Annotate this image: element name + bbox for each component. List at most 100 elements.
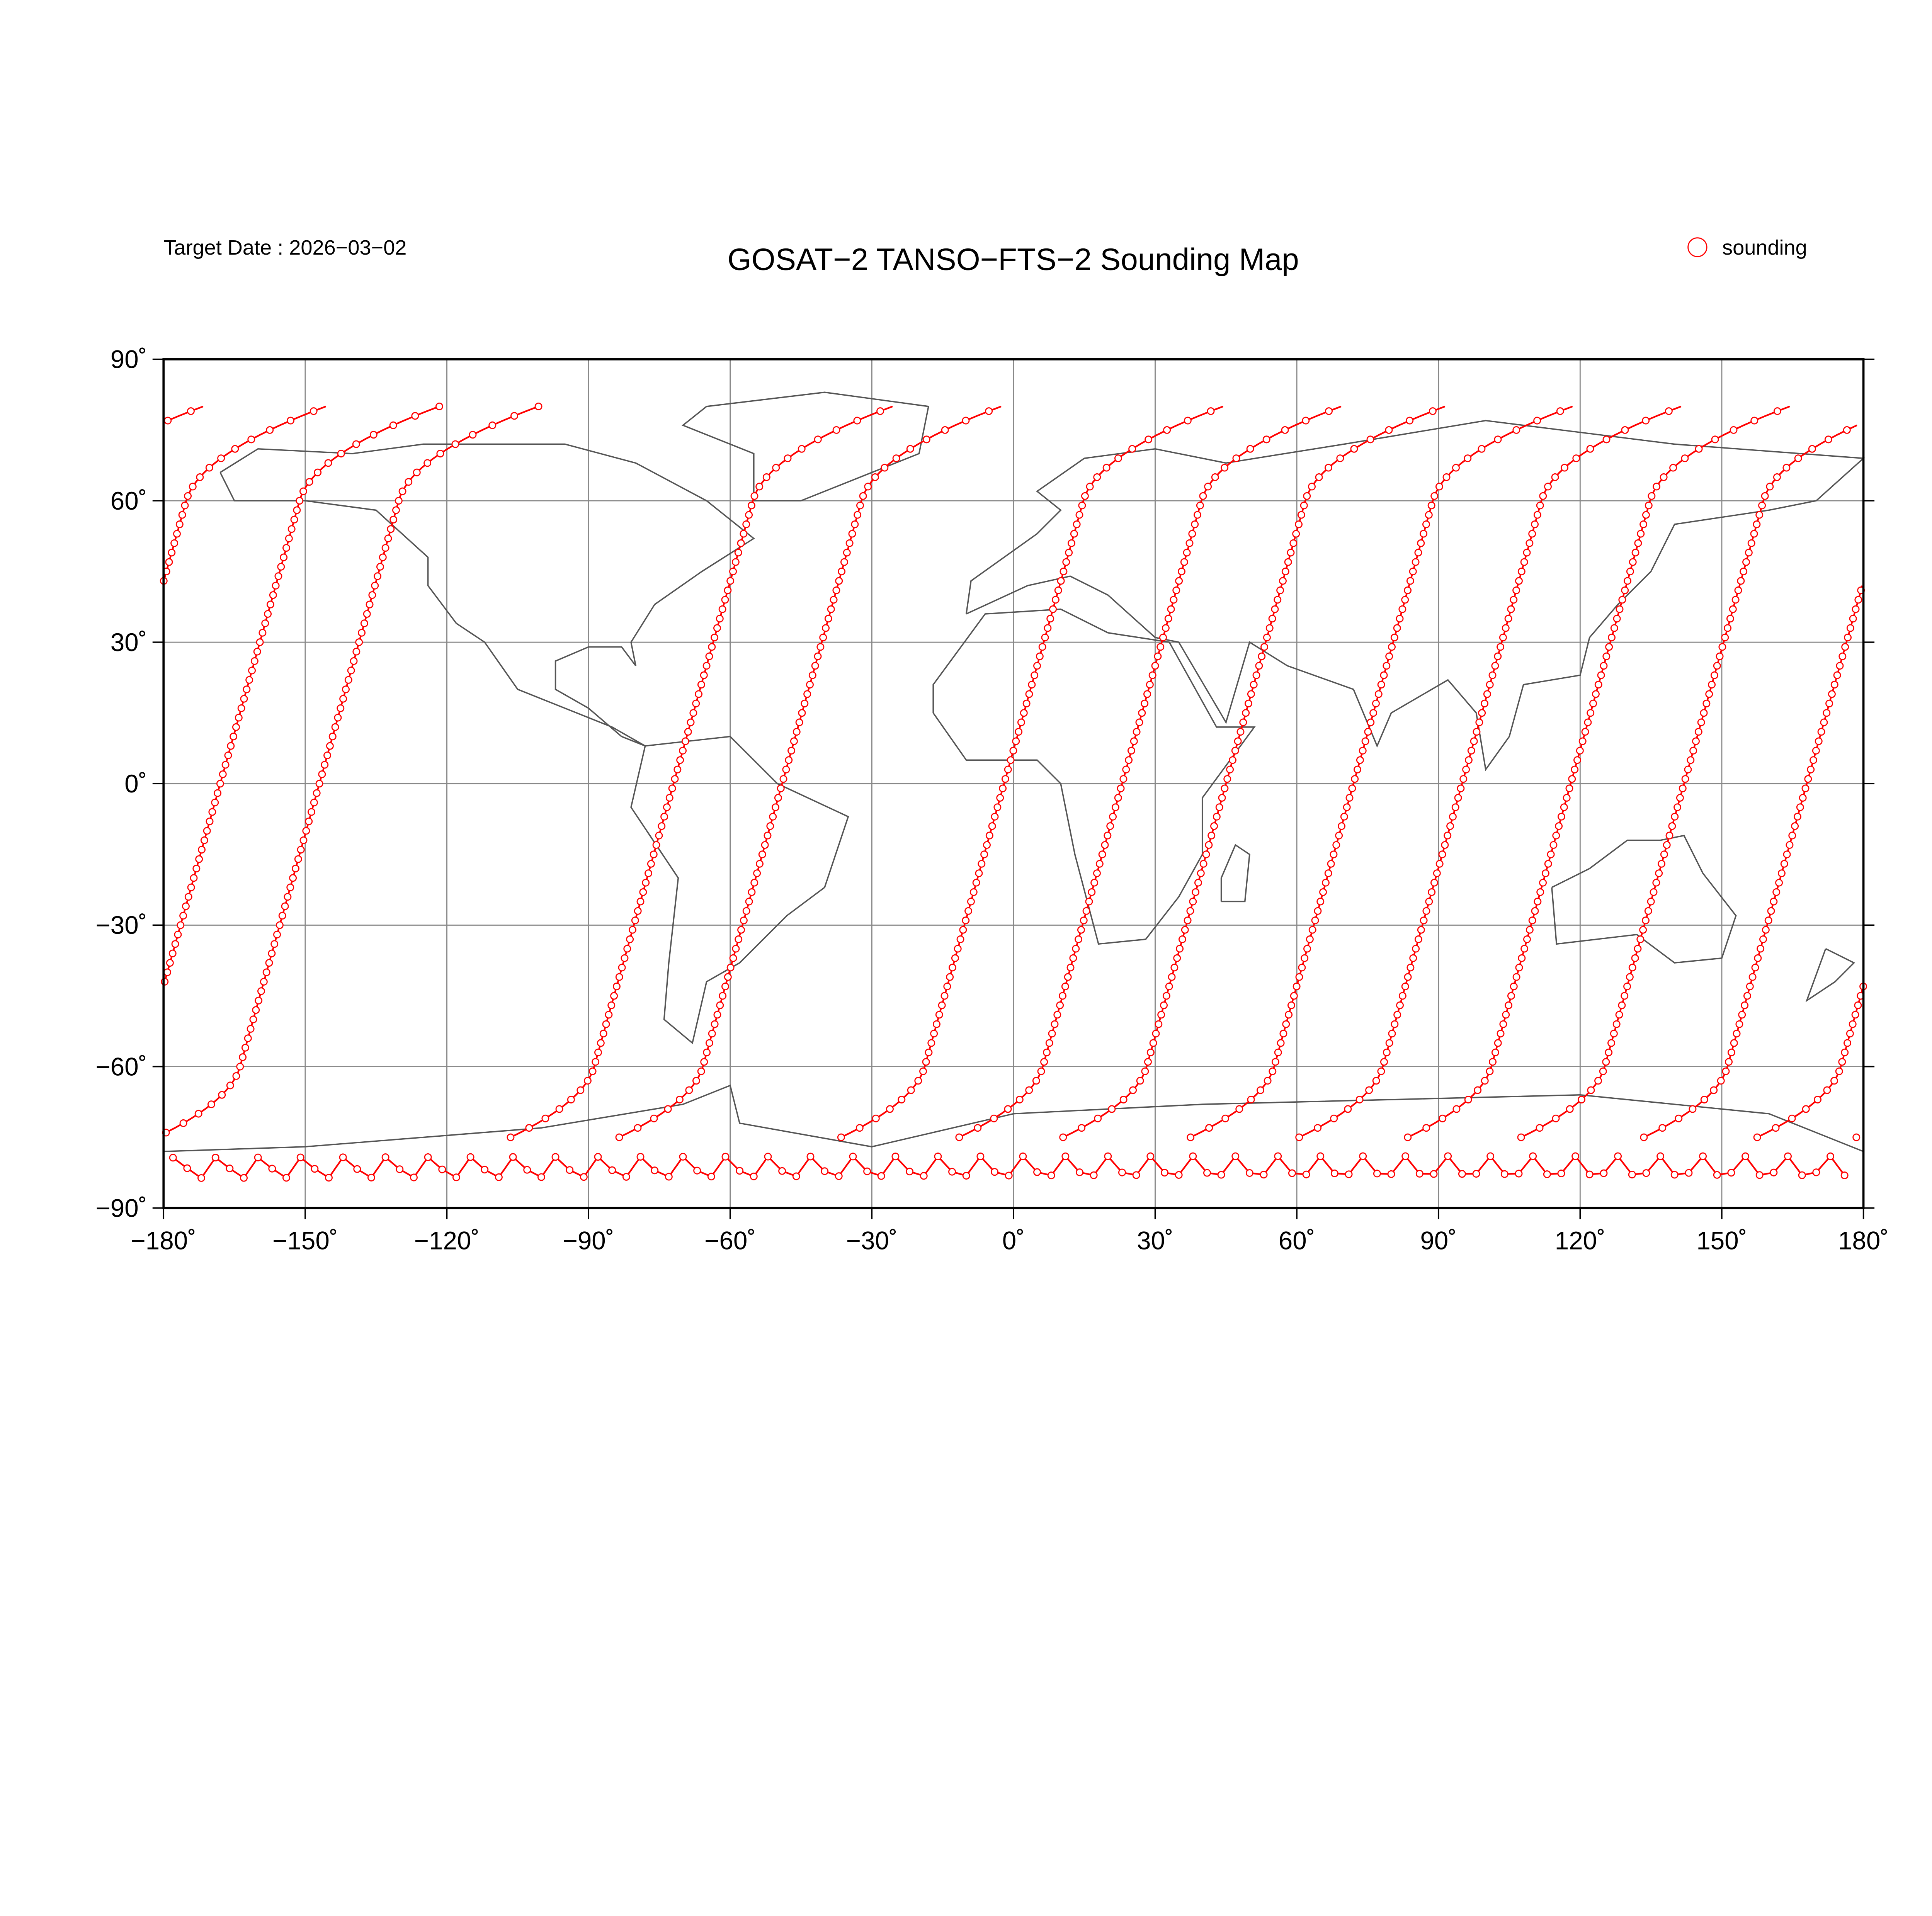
sounding-point [1717, 1077, 1725, 1085]
sounding-point [769, 813, 777, 821]
sounding-point [1365, 1086, 1373, 1094]
sounding-point [1321, 879, 1330, 887]
sounding-point [339, 695, 347, 703]
sounding-point [1264, 1077, 1272, 1085]
sounding-point [1824, 435, 1832, 444]
sounding-point [169, 1154, 177, 1162]
sounding-point [1208, 831, 1216, 840]
sounding-point [814, 435, 822, 444]
sounding-point [1165, 983, 1173, 991]
sounding-point [541, 1114, 549, 1122]
sounding-point [350, 657, 358, 665]
sounding-point [1186, 907, 1194, 915]
sounding-point [1641, 916, 1650, 925]
sounding-point [798, 709, 806, 717]
sounding-point [597, 1039, 605, 1047]
sounding-point [1279, 577, 1287, 585]
sounding-point [629, 926, 636, 934]
sounding-point [798, 445, 806, 453]
sounding-point [1457, 784, 1465, 792]
sounding-point [1724, 624, 1732, 632]
sounding-point [1529, 1152, 1537, 1160]
sounding-point [1031, 671, 1039, 679]
sounding-point [1388, 1030, 1396, 1038]
sounding-point [1295, 973, 1303, 981]
sounding-point [1624, 577, 1632, 585]
sounding-point [1114, 454, 1122, 462]
sounding-point [1689, 1105, 1697, 1113]
sounding-point [1189, 1152, 1197, 1160]
sounding-point [761, 841, 769, 849]
sounding-point [207, 1100, 215, 1108]
sounding-point [838, 568, 846, 576]
sounding-point [1820, 718, 1828, 726]
sounding-point [1846, 624, 1854, 632]
sounding-point [1017, 718, 1025, 726]
sounding-point [1844, 633, 1852, 641]
sounding-point [1221, 464, 1229, 472]
sounding-point [1085, 898, 1093, 906]
sounding-point [932, 1020, 940, 1028]
sounding-point [1526, 539, 1534, 547]
x-tick-label: 0˚ [1002, 1227, 1025, 1255]
sounding-point [679, 746, 687, 755]
sounding-point [1409, 954, 1417, 962]
sounding-point [1359, 746, 1367, 755]
sounding-point [764, 831, 772, 840]
sounding-point [324, 459, 332, 467]
sounding-point [1406, 577, 1414, 585]
sounding-point [822, 624, 830, 632]
sounding-point [1303, 492, 1311, 500]
sounding-point [314, 468, 322, 476]
sounding-point [1755, 1171, 1764, 1179]
graticule [163, 359, 1864, 1209]
sounding-point [1494, 435, 1502, 444]
sounding-point [1406, 417, 1414, 425]
sounding-point [872, 1114, 880, 1122]
sounding-point [192, 864, 201, 872]
sounding-point [1025, 690, 1033, 698]
sounding-point [652, 841, 660, 849]
sounding-point [1287, 549, 1295, 557]
sounding-point [194, 1110, 202, 1118]
coastline-africa [932, 608, 1256, 945]
sounding-point [1149, 1039, 1157, 1047]
sounding-point [1324, 869, 1332, 877]
sounding-point [1223, 775, 1231, 783]
sounding-point [1594, 1077, 1602, 1085]
sounding-point [237, 704, 245, 712]
sounding-point [1605, 643, 1613, 651]
sounding-point [1742, 558, 1750, 566]
sounding-point [1114, 794, 1122, 802]
sounding-point [296, 1153, 304, 1161]
sounding-point [1245, 1169, 1253, 1177]
sounding-point [1302, 417, 1310, 425]
sounding-point [1211, 473, 1219, 481]
sounding-point [566, 1166, 574, 1174]
sounding-point [856, 502, 864, 510]
sounding-point [1794, 454, 1802, 462]
sounding-point [389, 421, 397, 429]
sounding-point [863, 1167, 871, 1175]
sounding-point [181, 502, 189, 510]
sounding-point [405, 478, 413, 486]
sounding-point [623, 945, 631, 953]
sounding-point [1552, 1114, 1560, 1122]
sounding-point [1314, 1124, 1322, 1132]
sounding-point [1668, 822, 1676, 830]
sounding-point [1483, 690, 1491, 698]
sounding-point [988, 822, 996, 830]
sounding-point [1500, 1170, 1509, 1178]
sounding-point [1665, 831, 1673, 840]
sounding-point [978, 860, 986, 868]
sounding-map: Target Date : 2026−03−02 GOSAT−2 TANSO−F… [95, 236, 1889, 1255]
sounding-point [742, 520, 750, 529]
sounding-point [1526, 926, 1534, 934]
sounding-point [1298, 964, 1306, 972]
sounding-point [1510, 596, 1518, 604]
sounding-point [1430, 879, 1438, 887]
sounding-point [1727, 1048, 1735, 1056]
sounding-point [671, 775, 679, 783]
sounding-point [1380, 1058, 1388, 1066]
sounding-point [1557, 1170, 1565, 1178]
